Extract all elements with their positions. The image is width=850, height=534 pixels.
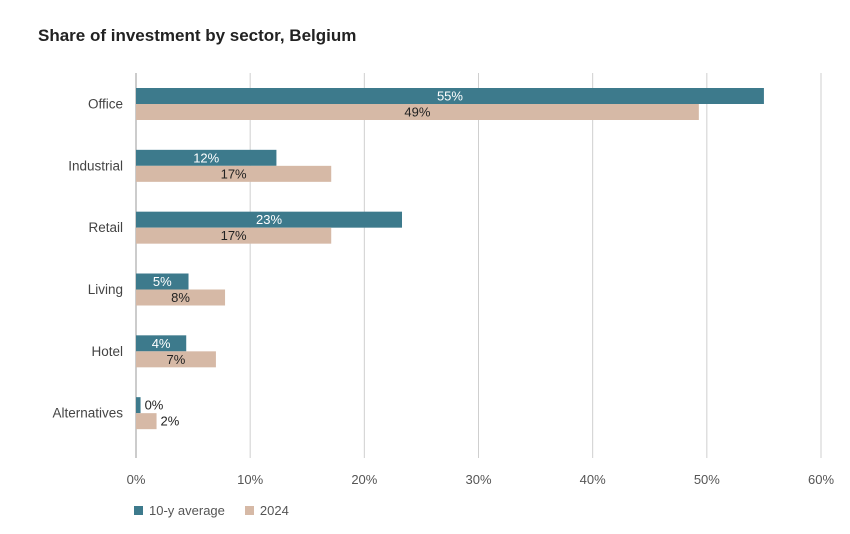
legend-item-series-0: 10-y average [134,503,225,518]
data-label: 4% [152,336,171,351]
data-label: 49% [404,105,430,120]
bar-2024 [136,289,226,306]
gridlines [135,73,822,458]
data-label: 8% [171,290,190,305]
data-label: 7% [167,352,186,367]
legend-swatch-series-0 [134,506,143,515]
bar-avg [136,211,403,228]
data-label: 23% [256,212,282,227]
chart-title: Share of investment by sector, Belgium [38,26,357,45]
bar-2024 [136,227,332,244]
category-label: Hotel [91,344,123,359]
legend-item-series-1: 2024 [244,503,289,518]
x-tick-label: 40% [580,472,606,487]
data-label: 17% [221,166,247,181]
data-label: 17% [221,228,247,243]
category-label: Industrial [68,158,123,173]
x-tick-label: 10% [237,472,263,487]
bars [136,88,764,430]
data-label: 12% [193,150,219,165]
x-tick-label: 0% [127,472,146,487]
legend-label-series-0: 10-y average [149,503,225,518]
bar-avg [136,88,764,104]
bar-2024 [136,165,332,182]
data-label: 2% [161,414,180,429]
x-tick-label: 60% [808,472,834,487]
bar-avg [136,149,277,166]
category-label: Office [88,97,123,112]
category-label: Alternatives [52,406,123,421]
bar-avg [136,273,189,290]
data-label: 0% [145,398,164,413]
bar-avg [136,397,141,414]
data-label: 55% [437,89,463,104]
bar-2024 [136,413,157,430]
bar-2024 [136,104,699,120]
bar-2024 [136,351,216,368]
labels: 0% 10% 20% 30% 40% 50% 60% Office 55% 49% Industri… [52,89,834,488]
x-tick-label: 30% [465,472,491,487]
bar-avg [136,335,187,352]
category-label: Retail [88,220,123,235]
category-label: Living [88,282,123,297]
legend-swatch-series-1 [244,506,254,515]
legend-label-series-1: 2024 [259,503,289,518]
data-label: 5% [153,274,172,289]
legend: 10-y average 2024 [134,503,309,518]
x-tick-label: 20% [351,472,377,487]
x-tick-label: 50% [694,472,720,487]
